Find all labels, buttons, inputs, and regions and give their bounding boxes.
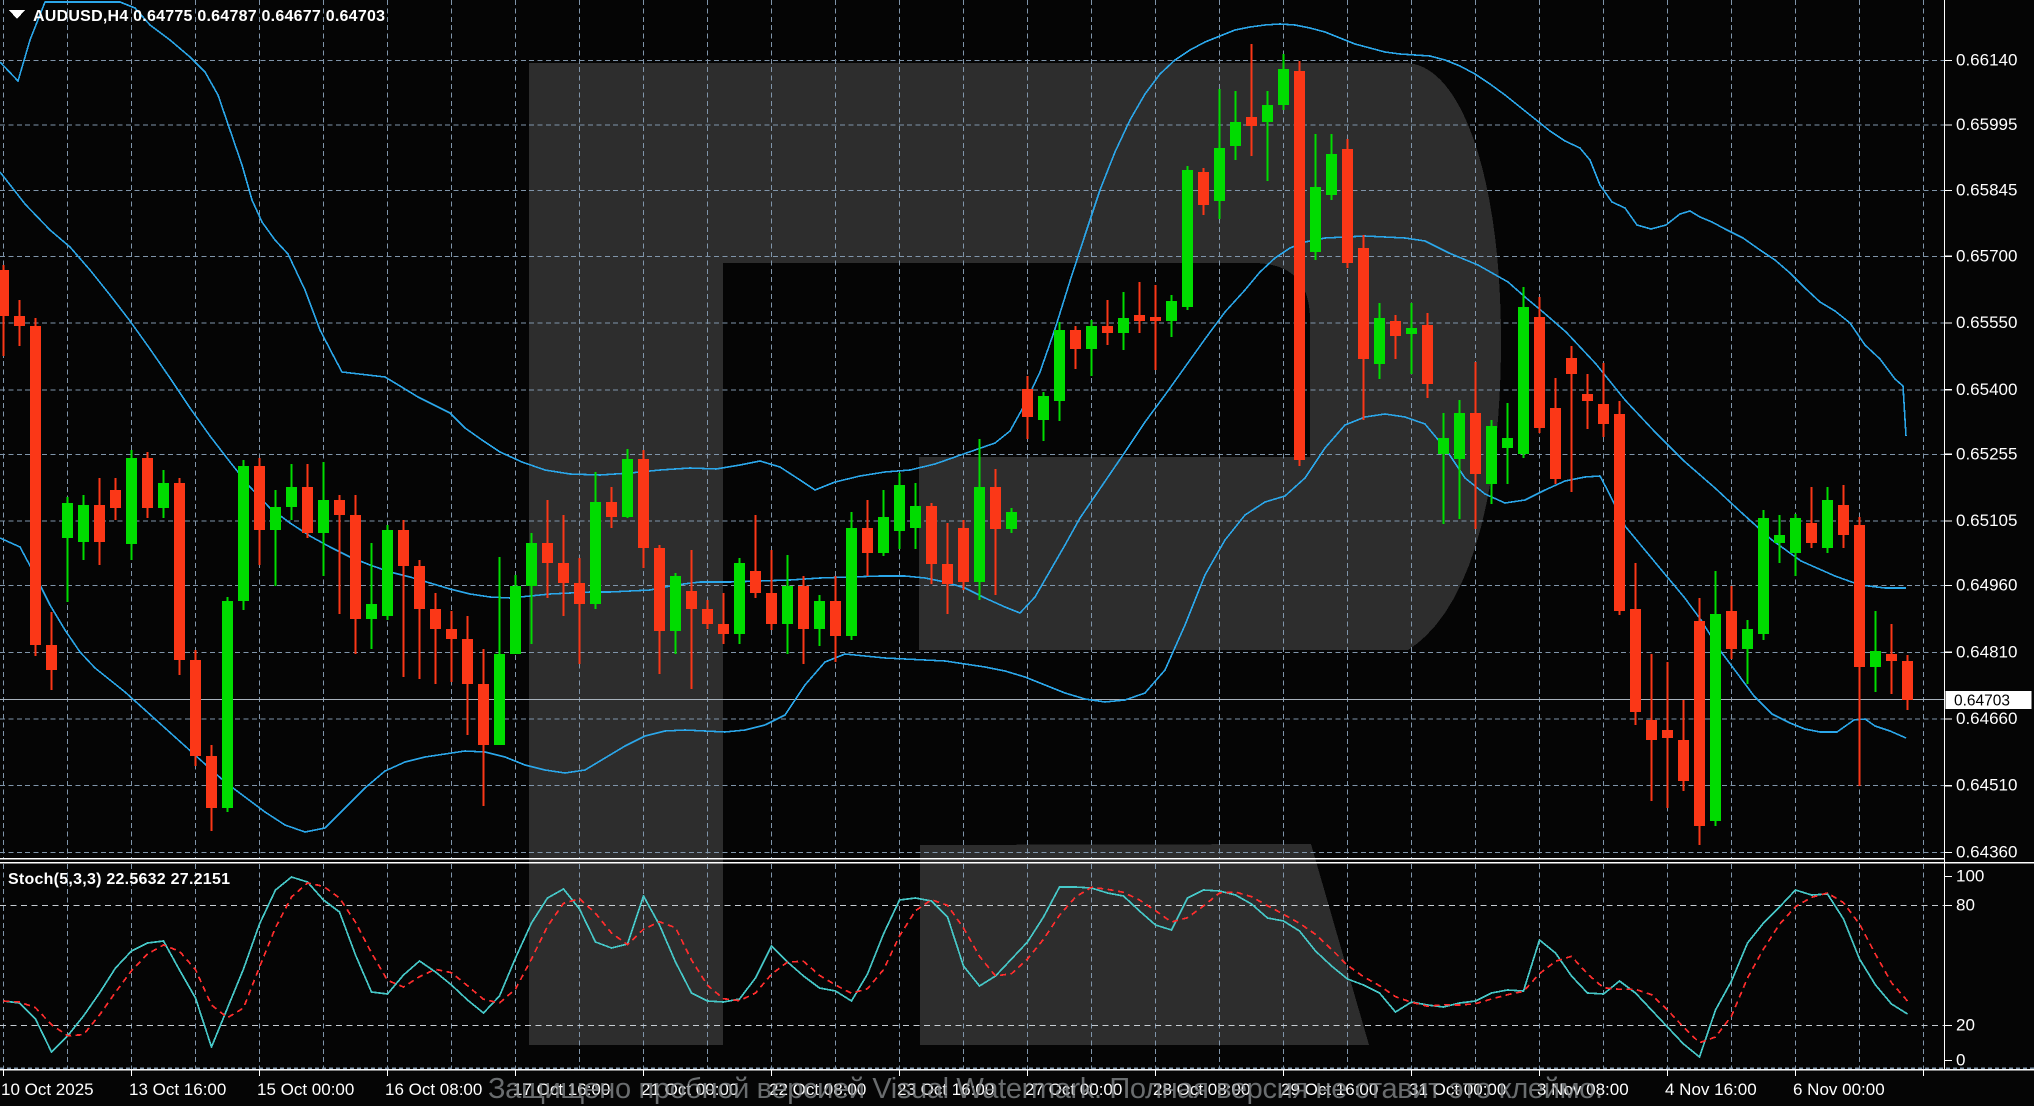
svg-text:16 Oct 08:00: 16 Oct 08:00 <box>385 1080 482 1099</box>
svg-text:0.64810: 0.64810 <box>1956 642 2017 661</box>
svg-text:0.64660: 0.64660 <box>1956 709 2017 728</box>
svg-text:3 Nov 08:00: 3 Nov 08:00 <box>1537 1080 1629 1099</box>
svg-text:29 Oct 16:00: 29 Oct 16:00 <box>1281 1080 1378 1099</box>
svg-text:0.65255: 0.65255 <box>1956 444 2017 463</box>
svg-text:22 Oct 08:00: 22 Oct 08:00 <box>769 1080 866 1099</box>
svg-text:27 Oct 00:00: 27 Oct 00:00 <box>1025 1080 1122 1099</box>
svg-text:0.65400: 0.65400 <box>1956 380 2017 399</box>
svg-text:100: 100 <box>1956 867 1984 886</box>
svg-text:0.66140: 0.66140 <box>1956 51 2017 70</box>
svg-text:6 Nov 00:00: 6 Nov 00:00 <box>1793 1080 1885 1099</box>
svg-text:31 Oct 00:00: 31 Oct 00:00 <box>1409 1080 1506 1099</box>
svg-text:4 Nov 16:00: 4 Nov 16:00 <box>1665 1080 1757 1099</box>
svg-text:15 Oct 00:00: 15 Oct 00:00 <box>257 1080 354 1099</box>
svg-text:17 Oct 16:00: 17 Oct 16:00 <box>513 1080 610 1099</box>
svg-text:21 Oct 00:00: 21 Oct 00:00 <box>641 1080 738 1099</box>
svg-text:0.65700: 0.65700 <box>1956 246 2017 265</box>
svg-text:0.65550: 0.65550 <box>1956 313 2017 332</box>
svg-text:23 Oct 16:00: 23 Oct 16:00 <box>897 1080 994 1099</box>
svg-text:0.64960: 0.64960 <box>1956 576 2017 595</box>
svg-text:Защищено пробной версией Visua: Защищено пробной версией Visual Watermar… <box>488 1073 1603 1105</box>
svg-text:Stoch(5,3,3) 22.5632 27.2151: Stoch(5,3,3) 22.5632 27.2151 <box>8 871 230 888</box>
svg-text:0.64360: 0.64360 <box>1956 843 2017 862</box>
svg-text:0.65995: 0.65995 <box>1956 115 2017 134</box>
svg-text:0.65845: 0.65845 <box>1956 181 2017 200</box>
svg-text:10 Oct 2025: 10 Oct 2025 <box>1 1080 94 1099</box>
svg-text:13 Oct 16:00: 13 Oct 16:00 <box>129 1080 226 1099</box>
svg-text:20: 20 <box>1956 1016 1975 1035</box>
svg-text:80: 80 <box>1956 896 1975 915</box>
svg-text:28 Oct 08:00: 28 Oct 08:00 <box>1153 1080 1250 1099</box>
svg-text:0.64703: 0.64703 <box>1954 693 2010 710</box>
svg-text:0.64510: 0.64510 <box>1956 776 2017 795</box>
svg-text:AUDUSD,H4 0.64775 0.64787 0.6: AUDUSD,H4 0.64775 0.64787 0.64677 0.6470… <box>33 8 385 25</box>
svg-text:0: 0 <box>1956 1051 1965 1070</box>
svg-text:0.65105: 0.65105 <box>1956 511 2017 530</box>
